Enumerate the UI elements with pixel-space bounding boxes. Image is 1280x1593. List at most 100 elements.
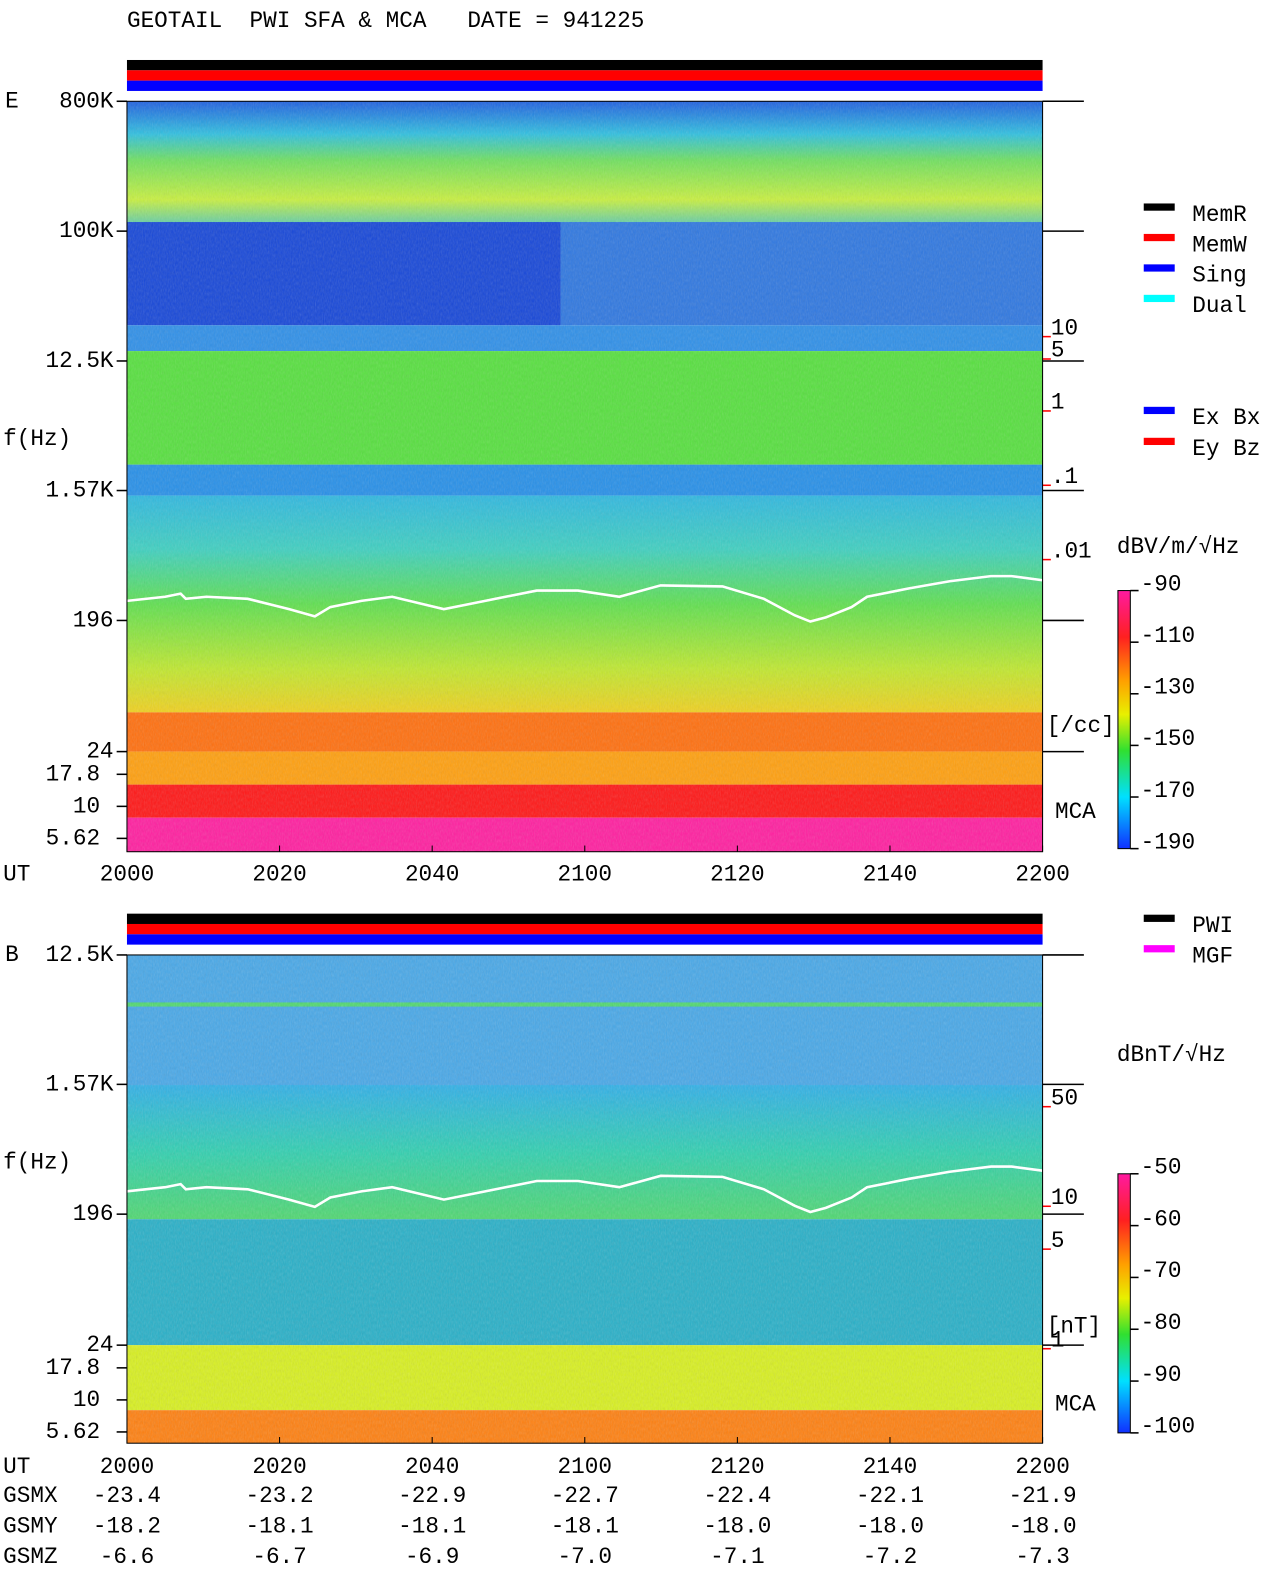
mca-tick-label: 10 — [73, 1387, 100, 1413]
orbit-value: -18.1 — [246, 1513, 314, 1539]
orbit-row-label: GSMZ — [3, 1544, 57, 1570]
orbit-value: -22.7 — [551, 1483, 619, 1509]
y-tick-label: 196 — [73, 607, 114, 633]
orbit-value: -21.9 — [1009, 1483, 1077, 1509]
x-tick-label: 2100 — [558, 1454, 612, 1480]
mca-tick-label: 5.62 — [46, 825, 100, 851]
colorbar-tick-label: -110 — [1141, 623, 1195, 649]
x-tick-label: 2020 — [252, 861, 306, 887]
orbit-row-label: GSMY — [3, 1513, 58, 1539]
y-tick-label: 12.5K — [45, 348, 113, 374]
colorbar-tick-label: -100 — [1141, 1414, 1195, 1440]
x-tick-label: 2200 — [1015, 861, 1069, 887]
x-tick-label: 2020 — [252, 1454, 306, 1480]
scale-tick-label: .1 — [1051, 464, 1078, 490]
orbit-value: -22.9 — [398, 1483, 466, 1509]
y-tick-label: 800K — [59, 88, 114, 114]
legend-swatch — [1143, 203, 1175, 211]
orbit-value: -7.0 — [558, 1544, 612, 1570]
x-tick-label: 2140 — [863, 861, 917, 887]
orbit-row-label: GSMX — [3, 1483, 58, 1509]
orbit-value: -23.4 — [93, 1483, 161, 1509]
y-tick-label: 24 — [86, 739, 113, 765]
legend-label: Sing — [1192, 263, 1246, 289]
legend-swatch — [1143, 945, 1175, 953]
title: GEOTAIL PWI SFA & MCA DATE = 941225 — [127, 8, 644, 34]
orbit-value: -22.4 — [703, 1483, 771, 1509]
legend-label: MemW — [1192, 232, 1247, 258]
colorbar-tick-label: -190 — [1141, 829, 1195, 855]
orbit-value: -23.2 — [246, 1483, 314, 1509]
legend-swatch — [1143, 406, 1175, 415]
y-tick-label: 100K — [59, 218, 114, 244]
legend-label: Dual — [1192, 293, 1246, 319]
panel-letter: B — [5, 942, 19, 968]
x-tick-label: 2040 — [405, 1454, 459, 1480]
colorbar — [1117, 590, 1131, 850]
y-tick-label: 196 — [73, 1201, 114, 1227]
y-tick-label: 1.57K — [45, 478, 113, 504]
x-tick-label: 2000 — [100, 1454, 154, 1480]
x-tick-label: 2120 — [710, 861, 764, 887]
colorbar-tick-label: -90 — [1141, 1362, 1182, 1388]
y-tick-label: 12.5K — [45, 942, 113, 968]
scale-tick-label: 1 — [1051, 390, 1065, 416]
orbit-value: -6.9 — [405, 1544, 459, 1570]
orbit-value: -7.3 — [1015, 1544, 1069, 1570]
x-tick-label: 2040 — [405, 861, 459, 887]
legend-label: Ey Bz — [1192, 436, 1260, 462]
orbit-value: -18.0 — [1009, 1513, 1077, 1539]
colorbar-tick-label: -150 — [1141, 726, 1195, 752]
colorbar-tick-label: -80 — [1141, 1310, 1182, 1336]
panel-letter: E — [5, 88, 19, 114]
colorbar-label: dBnT/√Hz — [1117, 1042, 1226, 1068]
scale-tick-label: 50 — [1051, 1085, 1078, 1111]
legend-label: Ex Bx — [1192, 405, 1260, 431]
legend-swatch — [1143, 233, 1175, 242]
y-axis-label: f(Hz) — [3, 1149, 71, 1175]
orbit-value: -7.2 — [863, 1544, 917, 1570]
orbit-value: -18.1 — [398, 1513, 466, 1539]
orbit-value: -7.1 — [710, 1544, 764, 1570]
colorbar — [1117, 1173, 1131, 1434]
legend-label: MemR — [1192, 202, 1247, 228]
x-tick-label: 2140 — [863, 1454, 917, 1480]
orbit-value: -18.2 — [93, 1513, 161, 1539]
plot-frame — [126, 100, 1044, 853]
colorbar-tick-label: -90 — [1141, 571, 1182, 597]
x-tick-label: 2100 — [558, 861, 612, 887]
mca-label: MCA — [1055, 799, 1096, 825]
legend-label: PWI — [1192, 913, 1233, 939]
scale-tick-label: 5 — [1051, 338, 1065, 364]
legend-swatch — [1143, 294, 1175, 303]
legend-swatch — [1143, 264, 1175, 272]
orbit-value: -6.7 — [252, 1544, 306, 1570]
legend-swatch — [1143, 437, 1175, 446]
y-axis-label: f(Hz) — [3, 426, 71, 452]
orbit-value: -18.1 — [551, 1513, 619, 1539]
spectrogram-e — [126, 101, 1043, 852]
x-tick-label: 2200 — [1015, 1454, 1069, 1480]
x-tick-label: 2000 — [100, 861, 154, 887]
scale-tick-label: 5 — [1051, 1228, 1065, 1254]
mca-label: MCA — [1055, 1392, 1096, 1418]
mca-tick-label: 17.8 — [46, 1355, 100, 1381]
scale-unit: [nT] — [1047, 1314, 1101, 1340]
mca-tick-label: 17.8 — [46, 761, 100, 787]
x-axis-label: UT — [3, 861, 30, 887]
orbit-value: -18.0 — [856, 1513, 924, 1539]
scale-tick-label: 10 — [1051, 315, 1078, 341]
x-tick-label: 2120 — [710, 1454, 764, 1480]
colorbar-tick-label: -130 — [1141, 675, 1195, 701]
colorbar-tick-label: -60 — [1141, 1206, 1182, 1232]
legend-swatch — [1143, 914, 1175, 922]
y-tick-label: 24 — [86, 1332, 113, 1358]
colorbar-label: dBV/m/√Hz — [1117, 534, 1240, 560]
spectrogram-b — [126, 954, 1043, 1444]
orbit-value: -18.0 — [703, 1513, 771, 1539]
colorbar-tick-label: -50 — [1141, 1155, 1182, 1181]
legend-label: MGF — [1192, 944, 1233, 970]
y-tick-label: 1.57K — [45, 1071, 113, 1097]
plot-frame — [126, 954, 1044, 1444]
